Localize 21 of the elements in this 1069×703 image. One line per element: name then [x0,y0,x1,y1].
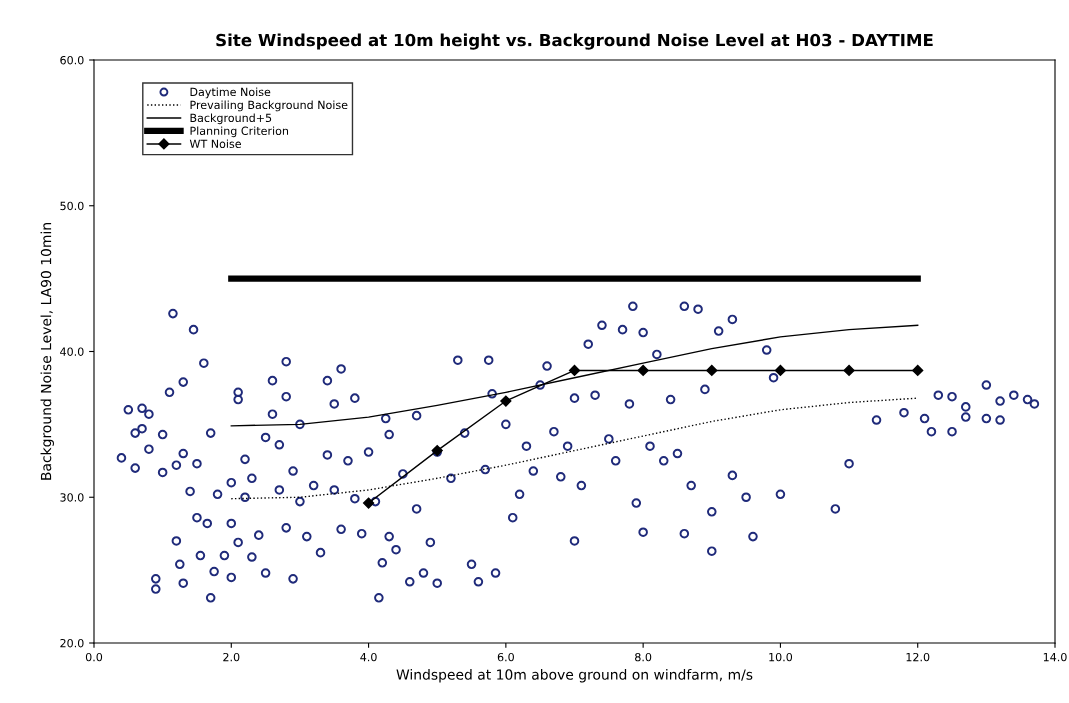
legend-label: WT Noise [189,139,241,148]
y-tick-label: 20.0 [60,638,84,648]
x-tick-label: 10.0 [769,652,793,662]
legend-label: Daytime Noise [190,87,271,99]
x-tick-label: 8.0 [635,652,652,662]
x-tick-label: 0.0 [85,652,103,662]
y-axis-title: Background Noise Level, LA90 10min [40,223,54,480]
legend-label: Prevailing Background Noise [190,100,348,112]
x-tick-label: 4.0 [360,652,377,662]
x-tick-label: 2.0 [223,652,240,662]
x-axis-title: Windspeed at 10m above ground on windfarm, m/s [396,669,753,683]
x-tick-label: 12.0 [906,652,930,662]
y-tick-label: 60.0 [60,55,84,65]
x-tick-label: 14.0 [1043,652,1067,662]
y-tick-label: 50.0 [60,201,84,211]
x-tick-label: 6.0 [497,652,514,662]
legend-label: Background+5 [190,113,272,125]
y-tick-label: 30.0 [60,493,84,502]
y-tick-label: 40.0 [60,347,84,356]
chart-title: Site Windspeed at 10m height vs. Background Noise Level at H03 - DAYTIME [216,33,933,50]
legend-label: Planning Criterion [190,126,289,138]
